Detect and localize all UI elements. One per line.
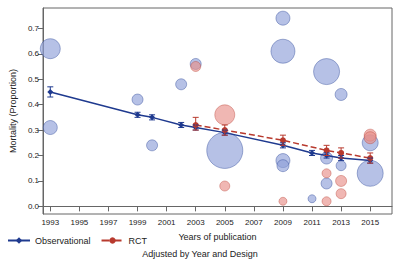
svg-text:0.3: 0.3 [28,126,40,135]
svg-text:0.0: 0.0 [28,202,40,211]
svg-text:1993: 1993 [41,218,59,227]
svg-text:1999: 1999 [129,218,147,227]
svg-text:RCT: RCT [129,236,148,246]
svg-text:0.7: 0.7 [28,24,40,33]
svg-text:2013: 2013 [332,218,350,227]
svg-text:0.5: 0.5 [28,75,40,84]
svg-text:2005: 2005 [216,218,234,227]
svg-text:0.2: 0.2 [28,151,40,160]
svg-text:2011: 2011 [303,218,321,227]
svg-text:2001: 2001 [158,218,176,227]
svg-text:0.6: 0.6 [28,49,40,58]
svg-text:1997: 1997 [100,218,118,227]
svg-text:Years of publication: Years of publication [178,232,256,242]
svg-text:0.4: 0.4 [28,100,40,109]
svg-text:Adjusted by Year and Design: Adjusted by Year and Design [142,249,258,259]
svg-text:0.1: 0.1 [28,176,40,185]
svg-text:Observational: Observational [35,236,91,246]
svg-text:2015: 2015 [361,218,379,227]
svg-text:2009: 2009 [274,218,292,227]
svg-text:2003: 2003 [187,218,205,227]
svg-text:1995: 1995 [70,218,88,227]
svg-text:Mortality (Proportion): Mortality (Proportion) [8,69,18,153]
svg-text:2007: 2007 [245,218,263,227]
